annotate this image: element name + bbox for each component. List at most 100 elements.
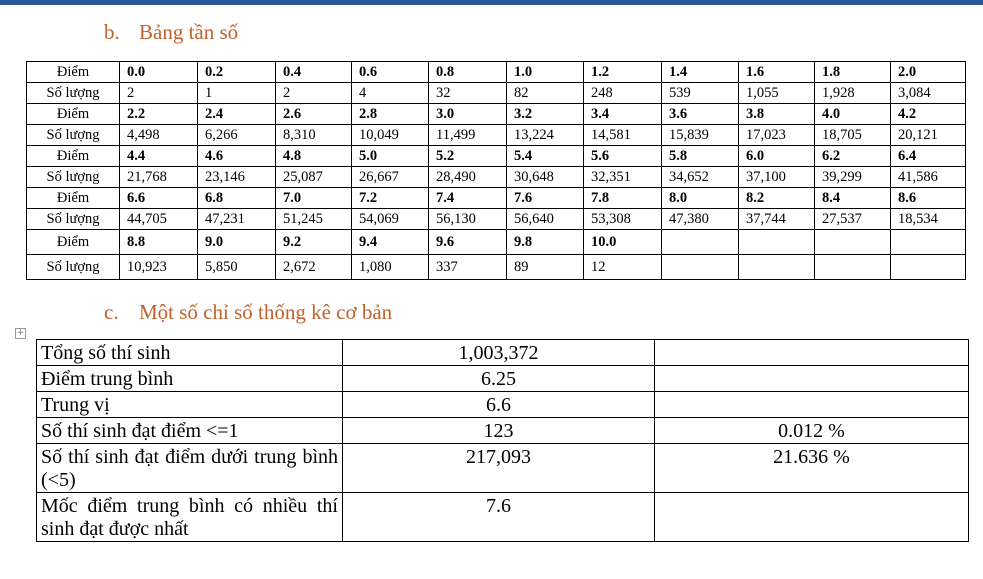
count-cell: 2: [275, 82, 352, 104]
count-cell: 18,534: [890, 208, 966, 230]
count-cell: 37,744: [738, 208, 815, 230]
score-cell: 7.4: [428, 187, 507, 209]
heading-number: c.: [104, 300, 119, 324]
score-cell: 0.2: [197, 61, 276, 83]
score-cell: 8.0: [661, 187, 739, 209]
count-cell: 23,146: [197, 166, 276, 188]
count-cell: 54,069: [351, 208, 429, 230]
score-row-label: Điểm: [26, 229, 120, 255]
stat-value: 123: [342, 417, 655, 444]
score-cell: [661, 229, 739, 255]
count-cell: 2,672: [275, 254, 352, 280]
score-cell: 3.4: [583, 103, 662, 125]
score-cell: 4.0: [814, 103, 891, 125]
count-cell: 56,640: [506, 208, 584, 230]
score-cell: 0.6: [351, 61, 429, 83]
count-row-label: Số lượng: [26, 124, 120, 146]
stat-percent: [654, 365, 969, 392]
stats-row: Điểm trung bình 6.25: [36, 365, 969, 392]
score-cell: 2.8: [351, 103, 429, 125]
stat-percent: [654, 391, 969, 418]
stats-row: Số thí sinh đạt điểm <=1 123 0.012 %: [36, 417, 969, 444]
score-cell: 7.8: [583, 187, 662, 209]
count-cell: 2: [119, 82, 198, 104]
count-cell: 26,667: [351, 166, 429, 188]
heading-number: b.: [104, 20, 120, 44]
score-cell: 5.8: [661, 145, 739, 167]
score-cell: 2.2: [119, 103, 198, 125]
count-cell: [738, 254, 815, 280]
score-cell: 1.8: [814, 61, 891, 83]
score-cell: 2.6: [275, 103, 352, 125]
count-cell: 56,130: [428, 208, 507, 230]
count-cell: 17,023: [738, 124, 815, 146]
score-cell: 1.4: [661, 61, 739, 83]
stats-row: Tổng số thí sinh 1,003,372: [36, 339, 969, 366]
stat-value: 6.25: [342, 365, 655, 392]
score-cell: [890, 229, 966, 255]
score-cell: 0.8: [428, 61, 507, 83]
score-cell: 6.0: [738, 145, 815, 167]
count-row-label: Số lượng: [26, 254, 120, 280]
count-cell: 248: [583, 82, 662, 104]
score-row: Điểm 6.6 6.8 7.0 7.2 7.4 7.6 7.8 8.0 8.2 8.4 8.6: [26, 187, 966, 209]
count-cell: 82: [506, 82, 584, 104]
count-cell: [890, 254, 966, 280]
stat-value: 1,003,372: [342, 339, 655, 366]
count-cell: 6,266: [197, 124, 276, 146]
stat-percent: [654, 339, 969, 366]
count-cell: 1,055: [738, 82, 815, 104]
count-row: Số lượng 44,705 47,231 51,245 54,069 56,130 56…: [26, 208, 966, 230]
stat-percent: 21.636 %: [654, 443, 969, 493]
score-row-label: Điểm: [26, 145, 120, 167]
heading-text: Một số chỉ số thống kê cơ bản: [139, 300, 393, 324]
table-move-handle-icon[interactable]: +: [15, 328, 26, 339]
score-cell: 6.8: [197, 187, 276, 209]
count-cell: 10,923: [119, 254, 198, 280]
count-cell: 13,224: [506, 124, 584, 146]
count-cell: 4: [351, 82, 429, 104]
score-cell: 1.0: [506, 61, 584, 83]
top-accent-bar: [0, 0, 983, 5]
score-cell: 4.8: [275, 145, 352, 167]
stat-value: 6.6: [342, 391, 655, 418]
stat-label: Điểm trung bình: [36, 365, 343, 392]
score-cell: 3.0: [428, 103, 507, 125]
count-cell: 47,231: [197, 208, 276, 230]
score-cell: 1.6: [738, 61, 815, 83]
stat-label: Số thí sinh đạt điểm dưới trung bình (<5…: [36, 443, 343, 493]
score-row: Điểm 0.0 0.2 0.4 0.6 0.8 1.0 1.2 1.4 1.6 1.8 2.0: [26, 61, 966, 83]
count-cell: 15,839: [661, 124, 739, 146]
count-cell: 34,652: [661, 166, 739, 188]
count-cell: [661, 254, 739, 280]
score-cell: 3.2: [506, 103, 584, 125]
count-cell: 25,087: [275, 166, 352, 188]
count-cell: 39,299: [814, 166, 891, 188]
score-cell: 4.2: [890, 103, 966, 125]
count-cell: 89: [506, 254, 584, 280]
count-row: Số lượng 4,498 6,266 8,310 10,049 11,499 13,22…: [26, 124, 966, 146]
score-cell: 4.4: [119, 145, 198, 167]
stats-row: Số thí sinh đạt điểm dưới trung bình (<5…: [36, 443, 969, 493]
count-cell: 53,308: [583, 208, 662, 230]
score-cell: 4.6: [197, 145, 276, 167]
count-row: Số lượng 2 1 2 4 32 82 248 539 1,055 1,928 3,084: [26, 82, 966, 104]
count-cell: 18,705: [814, 124, 891, 146]
score-cell: 6.4: [890, 145, 966, 167]
heading-frequency-table: b. Bảng tần số: [104, 20, 238, 45]
count-cell: 1: [197, 82, 276, 104]
count-cell: 20,121: [890, 124, 966, 146]
stat-percent: 0.012 %: [654, 417, 969, 444]
count-cell: 47,380: [661, 208, 739, 230]
score-cell: 2.0: [890, 61, 966, 83]
score-cell: 8.2: [738, 187, 815, 209]
statistics-table: Tổng số thí sinh 1,003,372 Điểm trung bình…: [36, 339, 969, 542]
score-cell: 10.0: [583, 229, 662, 255]
score-cell: 0.0: [119, 61, 198, 83]
frequency-table: Điểm 0.0 0.2 0.4 0.6 0.8 1.0 1.2 1.4 1.6 1.8 2.0 Số …: [26, 61, 966, 280]
score-cell: 3.6: [661, 103, 739, 125]
score-cell: 9.6: [428, 229, 507, 255]
score-row-label: Điểm: [26, 61, 120, 83]
score-row-label: Điểm: [26, 103, 120, 125]
count-cell: 11,499: [428, 124, 507, 146]
